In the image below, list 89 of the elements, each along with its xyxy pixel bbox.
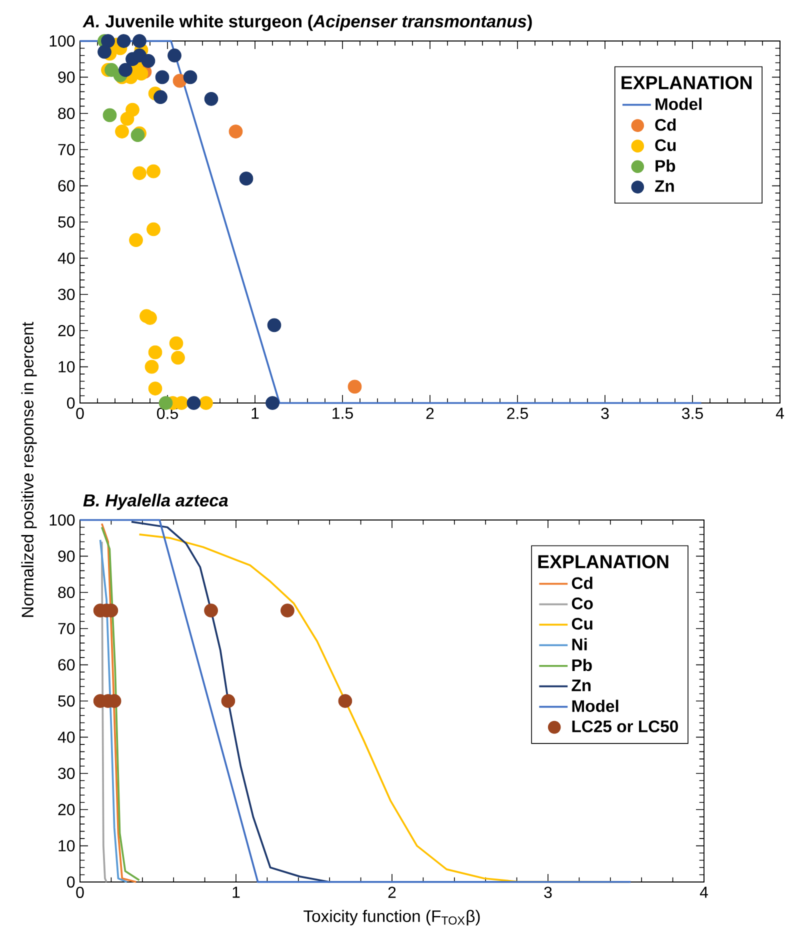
- legend-label: Model: [656, 98, 702, 110]
- y-tick-label: 10: [58, 361, 75, 372]
- point: [186, 396, 201, 410]
- x-tick-label: 4: [700, 886, 708, 898]
- y-tick-label: 0: [67, 397, 75, 409]
- legend-label: Cd: [655, 118, 676, 131]
- y-tick-label: 70: [58, 622, 75, 634]
- point: [116, 34, 131, 48]
- point: [120, 112, 134, 126]
- x-tick-label: 1.5: [332, 408, 353, 419]
- line-series: [130, 520, 331, 883]
- point: [171, 350, 185, 365]
- legend-label: Cd: [572, 576, 592, 590]
- point: [98, 44, 112, 59]
- point: [267, 318, 282, 332]
- point: [134, 66, 148, 81]
- point: [155, 70, 170, 84]
- y-tick-label: 60: [58, 180, 75, 192]
- y-axis-title: Normalized positive response in percent: [21, 322, 37, 617]
- y-tick-label: 10: [58, 840, 75, 852]
- x-tick-label: 0: [76, 408, 84, 420]
- x-tick-label: 2.5: [507, 408, 528, 420]
- y-tick-label: 30: [58, 288, 75, 300]
- point: [115, 124, 129, 138]
- point: [199, 396, 213, 410]
- point: [102, 108, 117, 122]
- legend-title: EXPLANATION: [538, 555, 668, 568]
- x-tick-label: 0: [76, 886, 84, 898]
- y-tick-label: 40: [58, 252, 75, 264]
- point: [204, 92, 218, 106]
- point: [183, 70, 198, 84]
- point: [129, 233, 143, 248]
- y-tick-label: 20: [58, 324, 75, 336]
- y-tick-label: 100: [50, 35, 75, 47]
- point: [172, 74, 187, 88]
- legend-title: EXPLANATION: [622, 76, 752, 90]
- point: [348, 380, 362, 394]
- point: [146, 222, 160, 236]
- x-tick-label: 3: [601, 408, 609, 420]
- chart-title: A. Juvenile white sturgeon (Acipenser transmontanus): [82, 14, 532, 31]
- point: [132, 34, 146, 48]
- point: [148, 345, 162, 360]
- y-tick-label: 90: [58, 72, 75, 83]
- x-tick-label: 1: [252, 408, 259, 419]
- y-tick-label: 50: [58, 216, 75, 228]
- y-tick-label: 50: [58, 695, 75, 707]
- legend-label: Model: [572, 700, 618, 712]
- point: [148, 382, 162, 396]
- point: [101, 34, 115, 48]
- x-tick-label: 2: [388, 886, 396, 898]
- point: [118, 63, 132, 77]
- x-tick-label: 1: [232, 886, 240, 898]
- y-tick-label: 30: [58, 768, 75, 780]
- y-tick-label: 0: [67, 876, 75, 888]
- y-tick-label: 20: [58, 804, 75, 816]
- y-tick-label: 100: [50, 514, 75, 526]
- y-tick-label: 80: [58, 108, 75, 120]
- point: [132, 166, 146, 180]
- point: [168, 48, 182, 62]
- point: [266, 396, 280, 410]
- legend-label: Zn: [655, 180, 674, 192]
- y-tick-label: 60: [58, 659, 75, 670]
- y-tick-label: 90: [58, 550, 75, 562]
- point: [143, 311, 157, 325]
- point: [154, 90, 168, 104]
- legend-label: Cu: [655, 139, 676, 152]
- point: [146, 164, 160, 178]
- x-tick-label: 4: [776, 408, 784, 419]
- legend-label: Cu: [572, 618, 592, 630]
- chart-title: B. Hyalella azteca: [83, 494, 228, 510]
- point: [239, 172, 254, 186]
- legend-label: Ni: [572, 638, 587, 650]
- x-axis-title: Toxicity function (F$_{TOX}$β): [304, 910, 480, 926]
- legend-label: LC25 or LC50: [572, 720, 678, 732]
- x-tick-label: 3.5: [682, 408, 703, 420]
- point: [228, 124, 243, 138]
- legend-label: Zn: [572, 680, 591, 692]
- x-tick-label: 2: [426, 408, 434, 419]
- legend-label: Pb: [656, 160, 676, 172]
- point: [141, 54, 156, 68]
- point: [169, 336, 184, 350]
- point: [144, 360, 159, 374]
- y-tick-label: 70: [58, 144, 75, 156]
- line-series: [99, 538, 128, 883]
- y-tick-label: 40: [58, 732, 75, 743]
- y-tick-label: 80: [58, 586, 75, 598]
- legend-label: Pb: [572, 658, 592, 672]
- legend-label: Co: [572, 598, 593, 610]
- x-tick-label: 3: [544, 886, 552, 898]
